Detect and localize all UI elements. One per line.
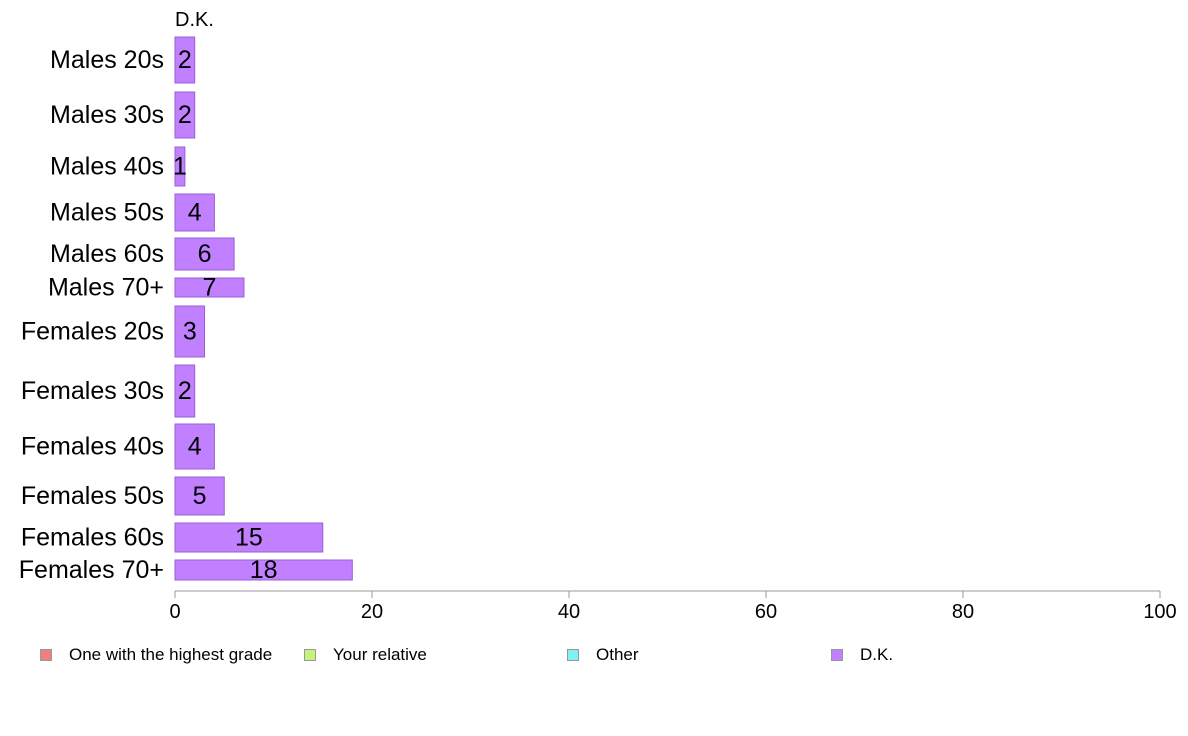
category-label-females-30s: Females 30s <box>21 377 164 405</box>
legend-item-dk: D.K. <box>831 645 893 665</box>
category-label-females-40s: Females 40s <box>21 433 164 461</box>
bar-females-60s-series-3 <box>174 522 324 553</box>
category-label-males-50s: Males 50s <box>50 199 164 227</box>
legend-item-other: Other <box>567 645 639 665</box>
bar-males-70-series-3 <box>174 277 245 298</box>
legend-label-dk: D.K. <box>860 645 894 664</box>
category-label-females-60s: Females 60s <box>21 524 164 552</box>
data-label-males-60s: 6 <box>198 240 212 268</box>
category-label-males-30s: Males 30s <box>50 101 164 129</box>
x-tick-label-0: 0 <box>169 601 180 623</box>
data-label-females-30s: 2 <box>178 377 192 405</box>
bar-females-30s-series-3 <box>174 364 196 418</box>
bar-males-60s-series-3 <box>174 237 235 271</box>
x-tick-label-60: 60 <box>755 601 777 623</box>
data-label-females-20s: 3 <box>183 318 197 346</box>
legend-swatch-highest-grade <box>40 649 52 661</box>
x-tick-label-40: 40 <box>558 601 580 623</box>
bar-males-20s-series-3 <box>174 36 196 84</box>
data-label-females-40s: 4 <box>188 433 202 461</box>
bar-females-40s-series-3 <box>174 423 215 470</box>
data-label-males-20s: 2 <box>178 46 192 74</box>
category-label-males-70: Males 70+ <box>48 274 164 302</box>
bar-females-70-series-3 <box>174 559 353 581</box>
data-label-males-70: 7 <box>203 274 217 302</box>
category-label-males-20s: Males 20s <box>50 46 164 74</box>
legend-swatch-dk <box>831 649 843 661</box>
legend: One with the highest grade Your relative… <box>0 645 1188 665</box>
category-label-males-60s: Males 60s <box>50 240 164 268</box>
legend-swatch-other <box>567 649 579 661</box>
bar-females-50s-series-3 <box>174 476 225 516</box>
category-label-females-50s: Females 50s <box>21 482 164 510</box>
bar-males-50s-series-3 <box>174 193 215 232</box>
column-header: D.K. <box>175 9 214 31</box>
x-tick-label-20: 20 <box>361 601 383 623</box>
category-label-females-70: Females 70+ <box>19 556 164 584</box>
x-tick-label-80: 80 <box>952 601 974 623</box>
data-label-males-50s: 4 <box>188 199 202 227</box>
data-label-males-30s: 2 <box>178 101 192 129</box>
x-tick-label-100: 100 <box>1143 601 1176 623</box>
data-label-females-70: 18 <box>250 556 278 584</box>
legend-item-your-relative: Your relative <box>304 645 427 665</box>
bar-males-30s-series-3 <box>174 91 196 139</box>
data-label-males-40s: 1 <box>173 153 187 181</box>
category-label-males-40s: Males 40s <box>50 153 164 181</box>
bar-females-20s-series-3 <box>174 305 206 358</box>
legend-label-other: Other <box>596 645 639 664</box>
legend-item-highest-grade: One with the highest grade <box>40 645 272 665</box>
data-label-females-50s: 5 <box>193 482 207 510</box>
legend-swatch-your-relative <box>304 649 316 661</box>
category-label-females-20s: Females 20s <box>21 318 164 346</box>
legend-label-highest-grade: One with the highest grade <box>69 645 273 664</box>
data-label-females-60s: 15 <box>235 524 263 552</box>
legend-label-your-relative: Your relative <box>333 645 427 664</box>
bar-males-40s-series-3 <box>174 146 186 187</box>
